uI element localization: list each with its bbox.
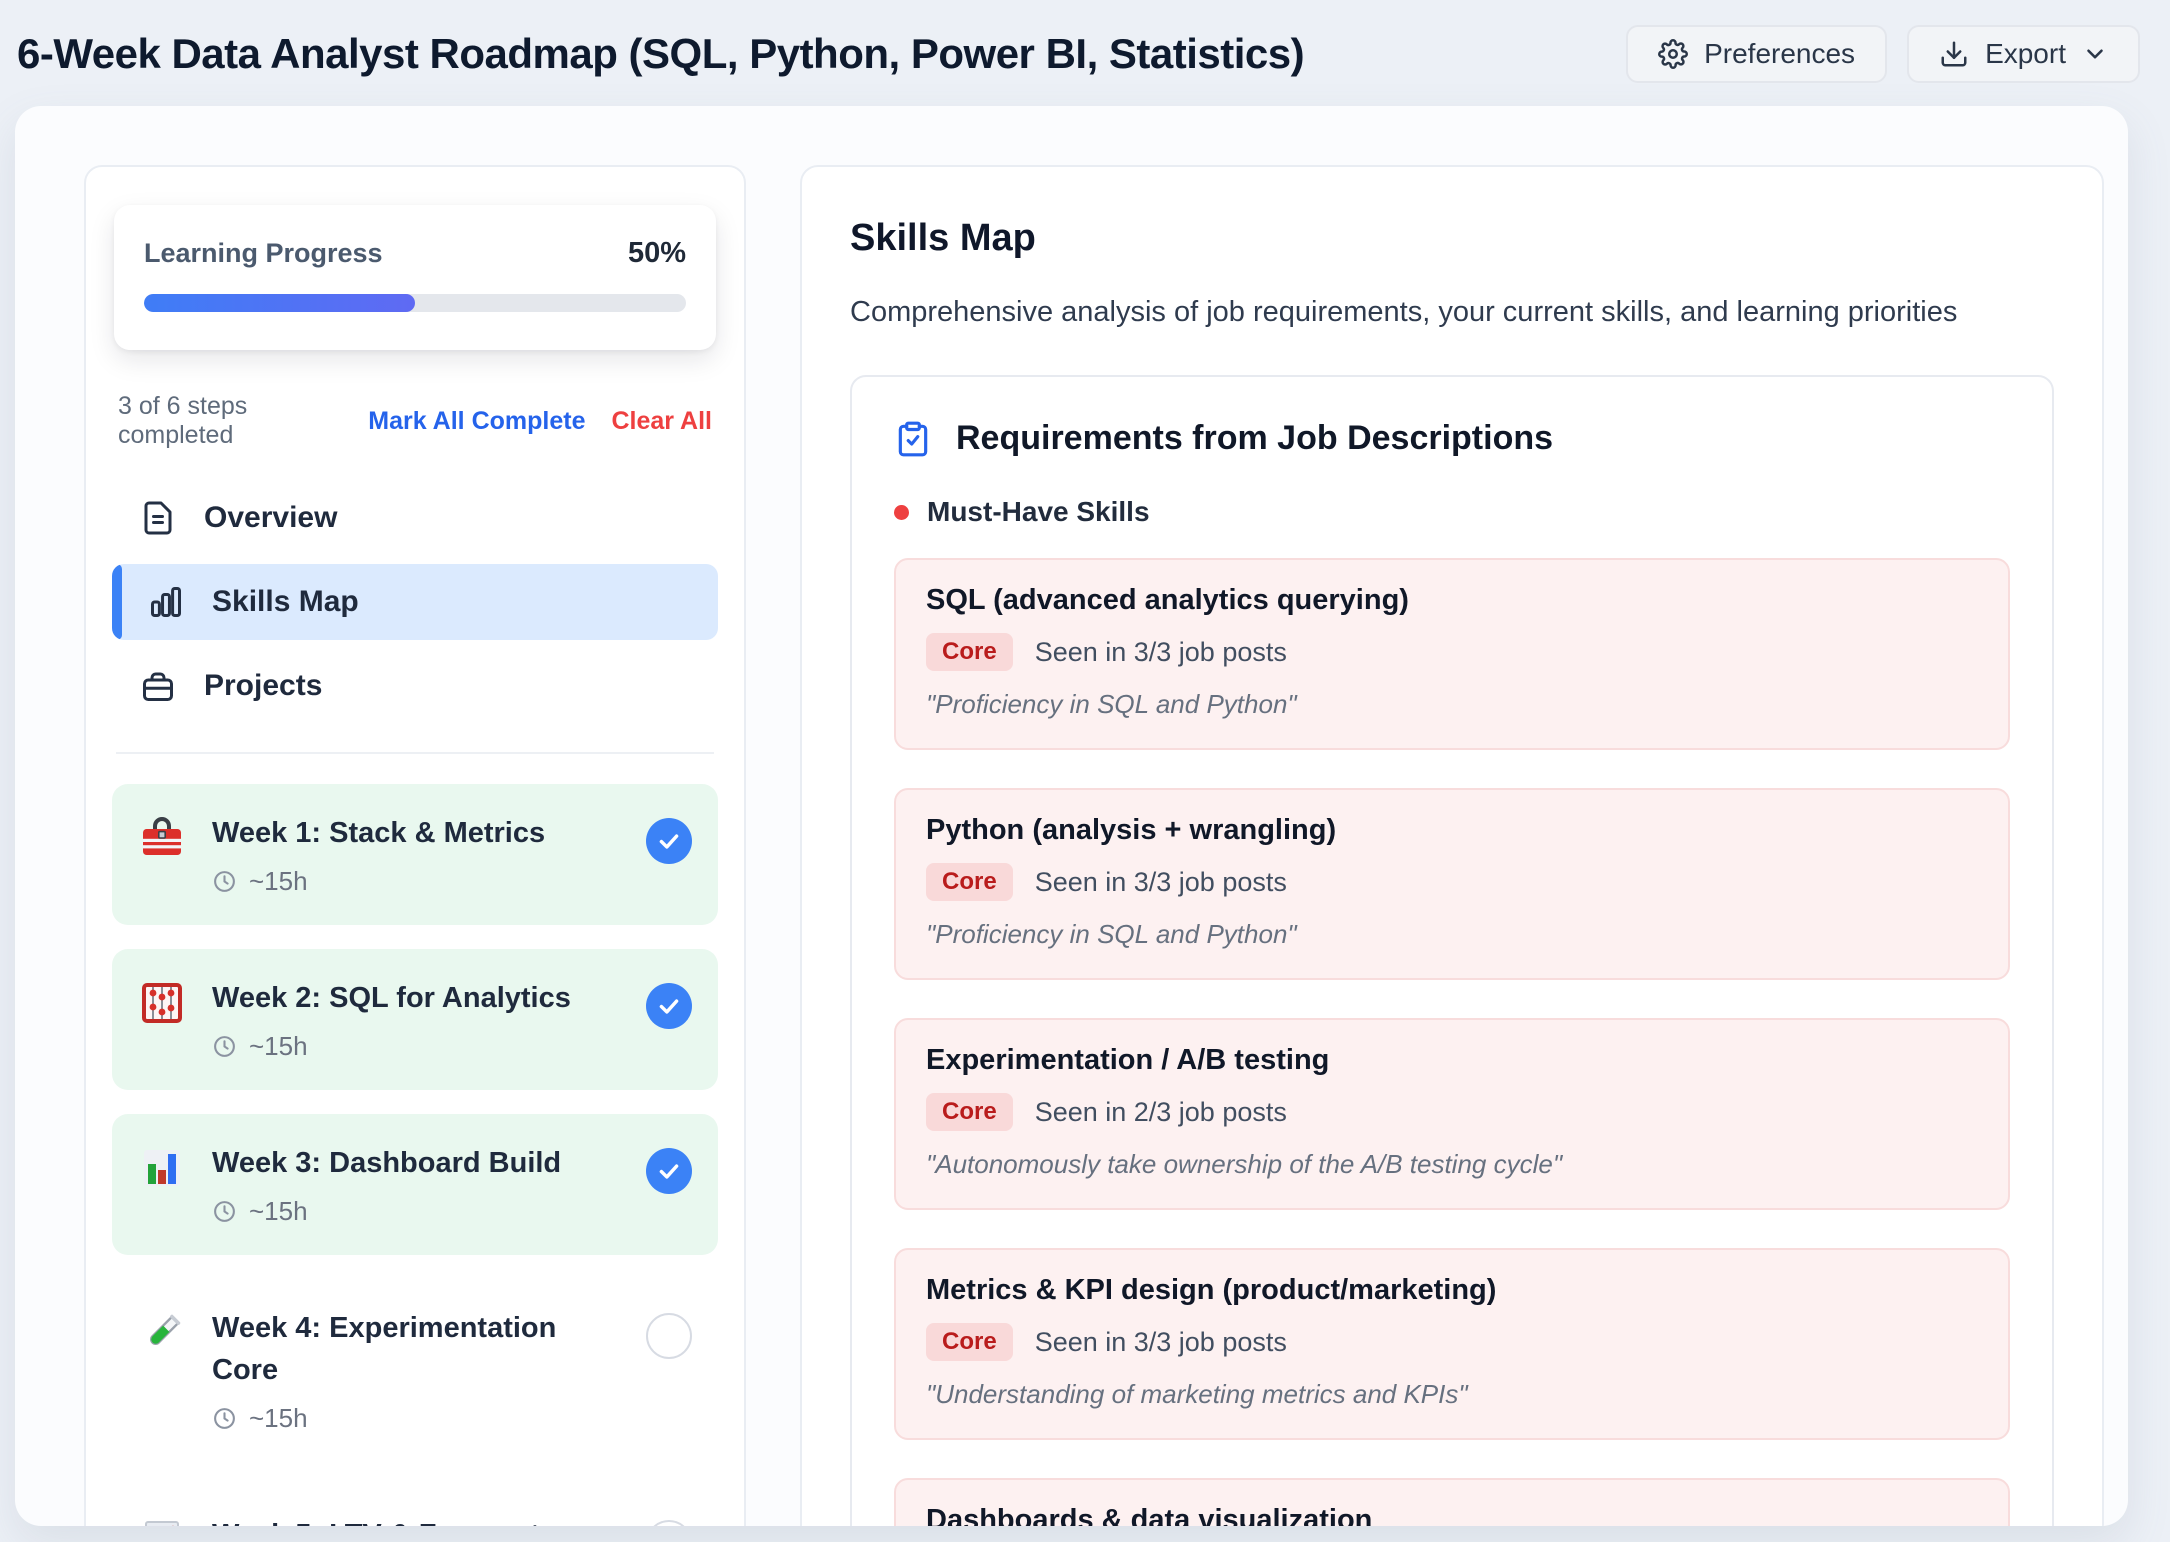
chart-increasing-emoji-icon [138, 1516, 186, 1526]
clock-icon [212, 1406, 237, 1431]
skill-quote: "Proficiency in SQL and Python" [926, 919, 1297, 949]
skill-seen-count: Seen in 3/3 job posts [1034, 1326, 1287, 1357]
sidebar: Learning Progress 50% 3 of 6 steps compl… [84, 165, 746, 1526]
week-1-item[interactable]: Week 1: Stack & Metrics ~15h [112, 784, 718, 926]
preferences-button[interactable]: Preferences [1626, 25, 1888, 83]
core-badge: Core [926, 633, 1013, 671]
mark-all-complete-link[interactable]: Mark All Complete [368, 406, 586, 435]
requirements-card: Requirements from Job Descriptions Must-… [850, 375, 2054, 1526]
sidebar-item-overview[interactable]: Overview [112, 480, 718, 556]
clock-icon [212, 1034, 237, 1059]
toolbox-emoji-icon [138, 814, 186, 862]
week-5-item[interactable]: Week 5: LTV & Forecast ~15h [112, 1486, 718, 1526]
week-title: Week 2: SQL for Analytics [212, 982, 571, 1015]
skill-seen-count: Seen in 3/3 job posts [1034, 636, 1287, 667]
week-3-item[interactable]: Week 3: Dashboard Build ~15h [112, 1114, 718, 1256]
core-badge: Core [926, 1093, 1013, 1131]
chevron-down-icon [2082, 41, 2108, 67]
bar-chart-emoji-icon [138, 1144, 186, 1192]
bar-chart-icon [148, 584, 184, 620]
abacus-emoji-icon [138, 979, 186, 1027]
skill-name: Python (analysis + wrangling) [926, 814, 1337, 846]
download-icon [1939, 39, 1969, 69]
skill-name: Metrics & KPI design (product/marketing) [926, 1274, 1497, 1306]
skill-card-experimentation: Experimentation / A/B testing Core Seen … [894, 1018, 2010, 1210]
sidebar-item-label: Overview [204, 501, 338, 534]
clipboard-check-icon [894, 420, 932, 458]
toolbox-icon [140, 668, 176, 704]
page-title: 6-Week Data Analyst Roadmap (SQL, Python… [17, 30, 1305, 77]
clear-all-link[interactable]: Clear All [611, 406, 712, 435]
content-shell: Learning Progress 50% 3 of 6 steps compl… [15, 106, 2128, 1526]
export-button[interactable]: Export [1907, 25, 2140, 83]
document-icon [140, 500, 176, 536]
clock-icon [212, 1199, 237, 1224]
core-badge: Core [926, 1323, 1013, 1361]
steps-summary-row: 3 of 6 steps completed Mark All Complete… [112, 390, 718, 480]
skill-card-metrics-kpi: Metrics & KPI design (product/marketing)… [894, 1248, 2010, 1440]
skill-name: SQL (advanced analytics querying) [926, 584, 1409, 616]
week-4-check-circle[interactable] [646, 1313, 692, 1360]
week-title: Week 1: Stack & Metrics [212, 817, 546, 849]
week-title: Week 3: Dashboard Build [212, 1147, 562, 1180]
week-title: Week 5: LTV & Forecast [212, 1514, 620, 1526]
skills-map-panel: Skills Map Comprehensive analysis of job… [800, 165, 2104, 1526]
must-have-skills-label: Must-Have Skills [927, 496, 1150, 527]
sidebar-item-label: Projects [204, 669, 323, 702]
preferences-button-label: Preferences [1704, 38, 1856, 69]
skill-quote: "Understanding of marketing metrics and … [926, 1379, 1468, 1409]
week-title: Week 4: Experimentation Core [212, 1312, 557, 1387]
clock-icon [212, 869, 237, 894]
learning-progress-label: Learning Progress [144, 238, 383, 268]
skill-seen-count: Seen in 3/3 job posts [1034, 866, 1287, 897]
week-duration: ~15h [249, 1031, 308, 1062]
week-5-check-circle[interactable] [646, 1520, 692, 1526]
gear-icon [1658, 39, 1689, 69]
learning-progress-percent: 50% [627, 237, 686, 269]
learning-progress-card: Learning Progress 50% [114, 205, 716, 350]
core-badge: Core [926, 863, 1013, 901]
top-bar: 6-Week Data Analyst Roadmap (SQL, Python… [0, 0, 2170, 106]
skill-quote: "Autonomously take ownership of the A/B … [926, 1149, 1563, 1179]
sidebar-item-skills-map[interactable]: Skills Map [112, 564, 718, 640]
week-duration: ~15h [249, 866, 308, 897]
export-button-label: Export [1985, 38, 2066, 69]
section-subtitle: Comprehensive analysis of job requiremen… [850, 296, 1958, 328]
week-2-check-circle[interactable] [646, 983, 692, 1030]
week-1-check-circle[interactable] [646, 818, 692, 864]
progress-bar-track [144, 294, 686, 312]
week-duration: ~15h [249, 1196, 308, 1227]
sidebar-item-projects[interactable]: Projects [112, 648, 718, 724]
red-dot-icon [894, 504, 909, 520]
skill-seen-count: Seen in 2/3 job posts [1034, 1096, 1287, 1127]
must-have-skills-header: Must-Have Skills [894, 496, 2010, 528]
skill-quote: "Proficiency in SQL and Python" [926, 689, 1297, 719]
test-tube-emoji-icon [138, 1309, 186, 1357]
sidebar-divider [116, 752, 714, 754]
sidebar-item-label: Skills Map [212, 585, 359, 618]
week-2-item[interactable]: Week 2: SQL for Analytics ~15h [112, 949, 718, 1091]
steps-summary: 3 of 6 steps completed [118, 392, 248, 449]
week-3-check-circle[interactable] [646, 1148, 692, 1195]
week-4-item[interactable]: Week 4: Experimentation Core ~15h [112, 1279, 718, 1462]
skill-card-sql: SQL (advanced analytics querying) Core S… [894, 558, 2010, 750]
top-bar-actions: Preferences Export [1626, 25, 2140, 83]
skill-name: Dashboards & data visualization [926, 1504, 1373, 1526]
week-duration: ~15h [249, 1403, 308, 1434]
progress-bar-fill [144, 294, 415, 312]
skill-card-dashboards: Dashboards & data visualization Core See… [894, 1478, 2010, 1526]
requirements-title: Requirements from Job Descriptions [956, 419, 1554, 457]
skill-name: Experimentation / A/B testing [926, 1044, 1330, 1076]
skill-card-python: Python (analysis + wrangling) Core Seen … [894, 788, 2010, 980]
section-title: Skills Map [850, 217, 1036, 259]
